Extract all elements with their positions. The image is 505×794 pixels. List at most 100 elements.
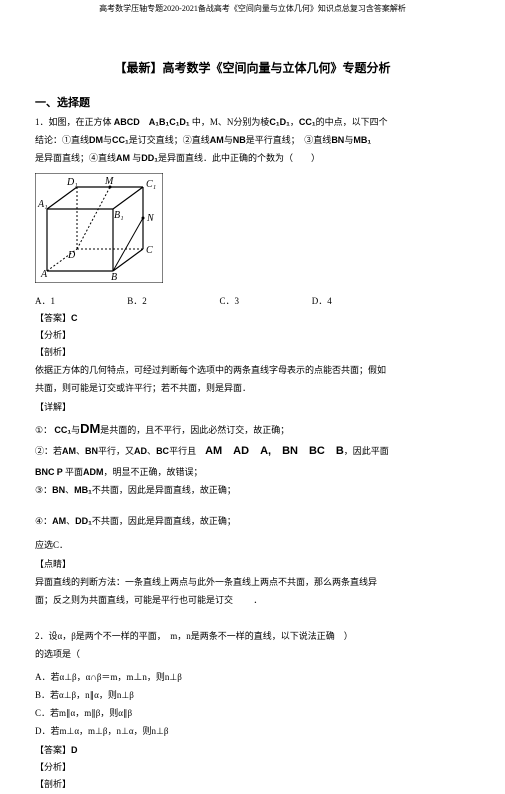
q1-d1: ①： CC₁与DM是共面的，且不平行，因此必然订交，故正确；: [35, 417, 470, 440]
section-heading: 一、选择题: [35, 94, 470, 110]
svg-text:B₁: B₁: [114, 210, 124, 221]
p: P: [57, 467, 63, 477]
text: 不共面，因此是异面直线，故正确；: [92, 516, 236, 526]
text: 平行，又: [98, 446, 134, 456]
text: 是共面的，且不平行，因此必然订交，故正确；: [100, 425, 289, 435]
text: 1．如图，在正方体: [35, 117, 114, 127]
q2-opt-a: A．若α⊥β，α∩β＝m，m⊥n，则n⊥β: [35, 669, 470, 685]
answer-label: 【答案】: [35, 745, 71, 755]
q1-d4: ④：AM、DD₁不共面，因此是异面直线，故正确；: [35, 513, 470, 529]
svg-text:A: A: [40, 269, 48, 280]
dm: DM: [80, 421, 100, 436]
text: 是订交直线；②直线: [129, 135, 210, 145]
text: 是异面直线．此中正确的个数为（ ）: [158, 153, 320, 163]
q2-opt-b: B．若α⊥β，n∥α，则n⊥β: [35, 687, 470, 703]
q1-parse2: 共面，则可能是订交或许平行；若不共面，则是异面．: [35, 380, 470, 396]
option-b: B．2: [127, 294, 217, 307]
text: 、: [65, 485, 74, 495]
text: ，: [290, 117, 299, 127]
text: ，因此平面: [344, 446, 389, 456]
text: ③：: [35, 485, 52, 495]
bn: BN: [331, 135, 344, 145]
text: 的中点，以下四个: [316, 117, 388, 127]
text: ④：: [35, 516, 52, 526]
text: 、: [66, 516, 75, 526]
svg-text:D: D: [67, 250, 76, 261]
answer-value: C: [71, 313, 78, 323]
q2-opt-d: D．若m⊥α，m⊥β，n⊥α，则n⊥β: [35, 723, 470, 739]
cc: CC₁: [299, 117, 316, 127]
q1-point2: 面；反之则为共面直线，可能是平行也可能是订交 ．: [35, 592, 470, 608]
dm: DM: [89, 135, 103, 145]
q1-final-answer: 应选C．: [35, 537, 470, 553]
q1-answer: 【答案】C: [35, 311, 470, 324]
q1-parse1: 依据正方体的几何特点，可经过判断每个选项中的两条直线字母表示的点能否共面；假如: [35, 362, 470, 378]
dd: DD₁: [141, 153, 158, 163]
svg-text:A₁: A₁: [37, 199, 48, 210]
document-title: 【最新】高考数学《空间向量与立体几何》专题分析: [35, 59, 470, 76]
q1-point1: 异面直线的判断方法：一条直线上两点与此外一条直线上两点不共面，那么两条直线异: [35, 574, 470, 590]
dd: DD₁: [75, 516, 92, 526]
cc: CC₁: [54, 425, 71, 435]
svg-text:C: C: [146, 245, 153, 256]
cc: CC₁: [112, 135, 129, 145]
q2-parse-label: 【剖析】: [35, 777, 470, 790]
q2-analysis-label: 【分析】: [35, 760, 470, 773]
text: 是异面直线；④直线: [35, 153, 116, 163]
text: 平面: [65, 467, 83, 477]
text: 平行且: [169, 446, 205, 456]
q1-d3: ③：BN、MB₁不共面，因此是异面直线，故正确；: [35, 482, 470, 498]
text: 与: [224, 135, 233, 145]
bn: BN: [52, 485, 65, 495]
text: ①：: [35, 425, 54, 435]
q1-analysis-label: 【分析】: [35, 328, 470, 341]
answer-value: D: [71, 745, 78, 755]
q1-d2: ②：若AM、BN平行，又AD、BC平行且 AM AD A, BN BC B，因此…: [35, 442, 470, 462]
q1-parse-label: 【剖析】: [35, 345, 470, 358]
q2-opt-c: C．若m∥α，m∥β，则α∥β: [35, 705, 470, 721]
text: 不共面，因此是异面直线，故正确；: [92, 485, 236, 495]
nb: NB: [233, 135, 246, 145]
am: AM: [52, 516, 66, 526]
q2-line1b: 的选项是（: [35, 646, 470, 662]
svg-text:N: N: [146, 213, 155, 224]
page-header: 高考数学压轴专题2020-2021备战高考《空间向量与立体几何》知识点总复习含答…: [35, 0, 470, 14]
q1-options: A．1 B．2 C．3 D．4: [35, 294, 470, 307]
q1-detail-label: 【详解】: [35, 400, 470, 413]
q1-d2b: BNC P 平面ADM，明显不正确，故错误；: [35, 464, 470, 480]
text: 、: [76, 446, 85, 456]
text: 与: [130, 153, 141, 163]
q1-line1: 1．如图，在正方体 ABCD A₁B₁C₁D₁ 中，M、N分别为棱C₁D₁，CC…: [35, 114, 470, 130]
text: ，明显不正确，故错误；: [104, 467, 203, 477]
answer-label: 【答案】: [35, 313, 71, 323]
option-c: C．3: [220, 294, 310, 307]
q1-line2: 结论：①直线DM与CC₁是订交直线；②直线AM与NB是平行直线； ③直线BN与M…: [35, 132, 470, 148]
q1-line3: 是异面直线；④直线AM 与DD₁是异面直线．此中正确的个数为（ ）: [35, 150, 470, 166]
mb: MB₁: [74, 485, 92, 495]
cube-diagram: A B C D A₁ B₁ C₁ D₁ M N: [35, 173, 470, 288]
ad: AD: [134, 446, 147, 456]
bc: BC: [156, 446, 169, 456]
svg-text:D₁: D₁: [66, 177, 78, 188]
option-a: A．1: [35, 294, 125, 307]
text: ②：若: [35, 446, 62, 456]
option-d: D．4: [312, 294, 372, 307]
q2-answer: 【答案】D: [35, 743, 470, 756]
cd: C₁D₁: [269, 117, 289, 127]
svg-text:M: M: [104, 176, 114, 187]
eq: AM AD A, BN BC B: [205, 445, 344, 457]
am: AM: [62, 446, 76, 456]
svg-text:C₁: C₁: [146, 179, 156, 190]
text: 与: [344, 135, 353, 145]
text: 是平行直线； ③直线: [246, 135, 332, 145]
am: AM: [116, 153, 130, 163]
text: 中，M、N分别为棱: [190, 117, 270, 127]
mb: MB₁: [353, 135, 371, 145]
text: 与: [71, 425, 80, 435]
bn: BN: [85, 446, 98, 456]
abcd: ABCD A₁B₁C₁D₁: [114, 117, 190, 127]
adm: ADM: [83, 467, 104, 477]
am: AM: [210, 135, 224, 145]
text: 、: [147, 446, 156, 456]
text: 与: [103, 135, 112, 145]
